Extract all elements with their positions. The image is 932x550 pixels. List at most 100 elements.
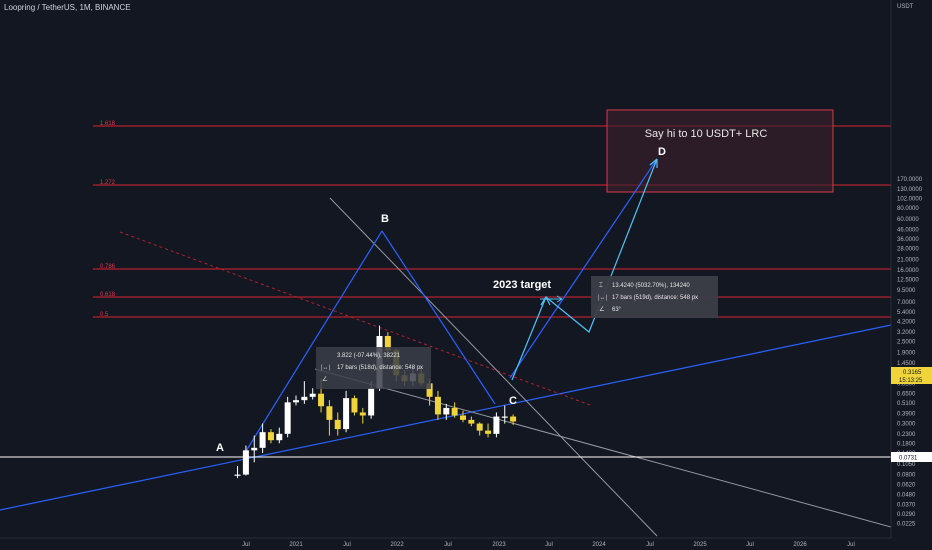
- candle-body: [443, 407, 450, 415]
- candle-body: [318, 393, 325, 407]
- candle-2022-11[interactable]: [476, 422, 483, 436]
- time-tick-label: 2021: [289, 542, 303, 548]
- projection-c-d-line[interactable]: [509, 158, 658, 379]
- candle-2020-12[interactable]: [284, 396, 291, 438]
- candle-2023-01[interactable]: [493, 412, 500, 438]
- price-tick-label: 9.5000: [897, 288, 916, 294]
- fib-label-0618: 0.618: [100, 292, 116, 298]
- target-label-arrowhead: [556, 295, 563, 303]
- candle-body: [510, 416, 517, 422]
- measure-large-line2: 17 bars (519d), distance: 548 px: [612, 295, 698, 301]
- price-tick-label: 1.9000: [897, 350, 916, 356]
- symbol-title: Loopring / TetherUS, 1M, BINANCE: [4, 3, 131, 12]
- time-tick-label: Jul: [646, 542, 654, 548]
- price-tick-label: 36.0000: [897, 237, 919, 243]
- point-d-label: D: [658, 146, 666, 158]
- candle-body: [309, 393, 316, 397]
- fib-label-0786: 0.786: [100, 264, 116, 270]
- price-tick-label: 4.2000: [897, 320, 916, 326]
- candle-body: [485, 430, 492, 434]
- candle-body: [476, 423, 483, 431]
- time-axis[interactable]: Jul 2021 Jul 2022 Jul 2023 Jul 2024 Jul 2025 Jul 20…: [0, 537, 932, 550]
- target-arrowhead-1: [540, 296, 551, 306]
- current-price-label: 0.3165: [903, 370, 922, 376]
- candle-2022-08[interactable]: [451, 402, 458, 418]
- candle-body: [326, 406, 333, 420]
- candle-2020-11[interactable]: [276, 427, 283, 444]
- measure-small-bg: [316, 347, 431, 389]
- measure-price-icon: ⌶: [599, 282, 603, 289]
- candle-2020-07[interactable]: [242, 445, 249, 476]
- channel-lower-line[interactable]: [314, 368, 892, 528]
- price-tick-label: 0.0800: [897, 473, 916, 479]
- target-box-rect[interactable]: [606, 109, 834, 193]
- candle-2023-02[interactable]: [501, 405, 508, 424]
- price-tick-label: 0.3900: [897, 411, 916, 417]
- candle-2022-07[interactable]: [443, 403, 450, 420]
- point-a-label: A: [216, 442, 224, 454]
- candle-2021-09[interactable]: [359, 407, 366, 424]
- correction-b-c-line[interactable]: [381, 230, 496, 405]
- point-c-label: C: [509, 395, 517, 407]
- candle-body: [259, 432, 266, 448]
- candle-2022-09[interactable]: [460, 410, 466, 423]
- point-b-label: B: [381, 213, 389, 225]
- target-box-text: Say hi to 10 USDT+ LRC: [645, 128, 768, 140]
- candle-2022-10[interactable]: [468, 416, 475, 427]
- candle-2021-08[interactable]: [351, 395, 358, 416]
- candle-2021-06[interactable]: [334, 412, 341, 436]
- price-tick-label: 102.0000: [897, 197, 923, 203]
- price-tick-label: 7.0000: [897, 300, 916, 306]
- measure-large-line1: 13.4240 (5032.70%), 134240: [612, 283, 690, 289]
- candle-2023-03[interactable]: [510, 414, 517, 425]
- time-axis-bg: [0, 538, 932, 550]
- candle-2020-09[interactable]: [259, 423, 266, 453]
- target-box[interactable]: Say hi to 10 USDT+ LRC: [606, 109, 834, 193]
- candle-body: [359, 412, 366, 416]
- candle-body: [293, 400, 299, 403]
- candle-2021-03[interactable]: [309, 388, 316, 400]
- candle-body: [384, 336, 391, 351]
- candle-2020-08[interactable]: [251, 435, 258, 463]
- fib-label-05: 0.5: [100, 312, 109, 318]
- target-zigzag-arrow[interactable]: [511, 158, 658, 381]
- candle-2021-01[interactable]: [293, 395, 299, 406]
- target-2023-label: 2023 target: [493, 279, 551, 291]
- candle-body: [460, 415, 466, 420]
- candle-body: [234, 474, 241, 476]
- price-tick-label: 0.1050: [897, 462, 916, 468]
- candle-2021-05[interactable]: [326, 400, 333, 436]
- time-tick-label: Jul: [242, 542, 250, 548]
- candle-2020-06[interactable]: [234, 465, 241, 479]
- candle-body: [426, 383, 433, 397]
- measure-small-bars-icon: |↔|: [321, 365, 331, 371]
- candle-2020-10[interactable]: [267, 429, 274, 444]
- measure-box-large[interactable]: ⌶ 13.4240 (5032.70%), 134240 |↔| 17 bars…: [591, 276, 718, 318]
- channel-upper-line[interactable]: [329, 197, 658, 537]
- candle-2022-12[interactable]: [485, 423, 492, 438]
- candle-2021-02[interactable]: [301, 381, 308, 404]
- price-tick-label: 0.8500: [897, 381, 916, 387]
- measure-box-small[interactable]: 3.822 (-07.44%), 38221 |↔| 17 bars (518d…: [316, 347, 431, 389]
- rising-support-line[interactable]: [0, 324, 892, 511]
- price-tick-label: 0.2300: [897, 432, 916, 438]
- candle-body: [284, 402, 291, 434]
- time-tick-label: 2026: [793, 542, 807, 548]
- candle-2021-07[interactable]: [343, 390, 350, 433]
- candle-body: [468, 419, 475, 424]
- price-axis[interactable]: USDT 170.0000 130.0000 102.0000 80.0000 60.0…: [890, 0, 932, 538]
- candle-2022-06[interactable]: [434, 390, 441, 420]
- impulse-a-b-line[interactable]: [242, 230, 383, 457]
- target-path: 2023 target: [493, 158, 658, 381]
- price-tick-label: 0.1800: [897, 441, 916, 447]
- time-tick-labels: Jul 2021 Jul 2022 Jul 2023 Jul 2024 Jul 2025 Jul 20…: [242, 542, 855, 548]
- time-tick-label: 2022: [390, 542, 404, 548]
- time-tick-label: Jul: [746, 542, 754, 548]
- measure-small-line1: 3.822 (-07.44%), 38221: [337, 353, 401, 359]
- price-tick-label: 21.0000: [897, 258, 919, 264]
- time-tick-label: Jul: [545, 542, 553, 548]
- price-axis-bg: [891, 0, 932, 538]
- time-tick-label: 2023: [492, 542, 506, 548]
